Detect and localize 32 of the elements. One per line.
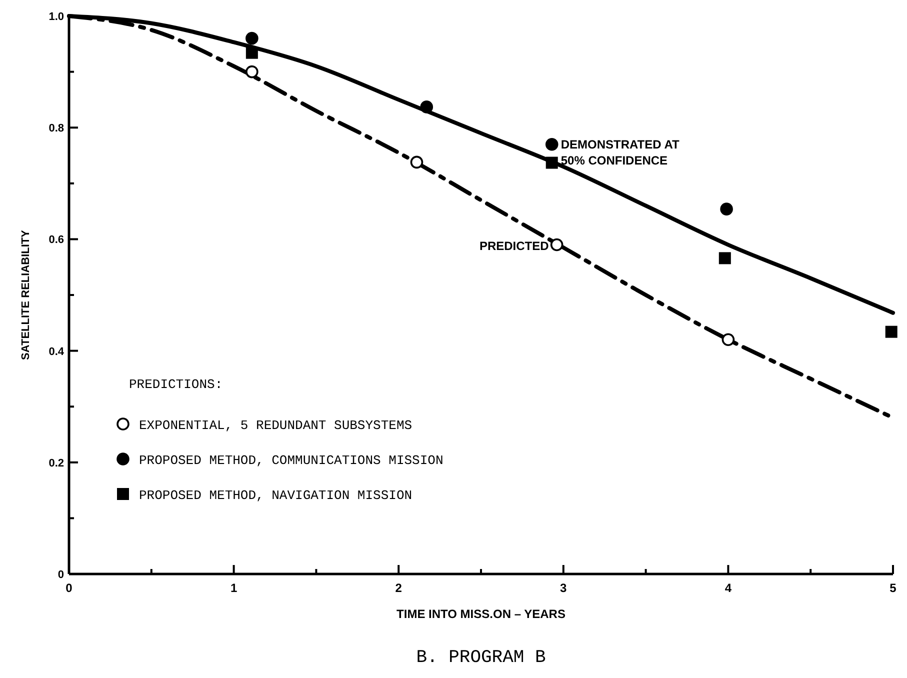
point [246,32,258,45]
point [722,333,735,346]
point [246,65,258,78]
y-tick-label: 0.4 [48,346,65,358]
y-tick-label: 0.8 [48,122,64,135]
x-tick-label: 3 [560,581,568,595]
point [550,238,564,252]
x-tick-label: 1 [230,581,238,595]
point [410,156,424,169]
y-tick-label: 0.6 [48,234,64,246]
y-tick-label: 1.0 [48,11,64,23]
x-tick-label: 2 [395,581,402,595]
legend-title: PREDICTIONS: [129,377,223,392]
x-tick-label: 5 [890,581,897,595]
text: B. PROGRAM B [416,648,546,668]
point [885,326,898,338]
point [546,156,558,169]
point [420,100,434,114]
x-tick-label: 4 [724,581,732,595]
legend-label: PROPOSED METHOD, NAVIGATION MISSION [139,488,412,503]
annotation: PREDICTED [479,238,550,253]
y-axis-title: SATELLITE RELIABILITY [20,229,32,360]
x-axis-title: TIME INTO MISS.ON – YEARS [396,607,566,621]
point [246,46,258,59]
y-tick-label: 0.2 [48,457,64,470]
legend-label: EXPONENTIAL, 5 REDUNDANT SUBSYSTEMS [139,418,412,433]
annotation: DEMONSTRATED AT 50% CONFIDENCE [560,137,680,168]
point [545,138,558,151]
y-tick-label: 0 [58,569,64,581]
point [720,202,733,216]
legend-label: PROPOSED METHOD, COMMUNICATIONS MISSION [139,453,444,468]
point [718,252,731,264]
